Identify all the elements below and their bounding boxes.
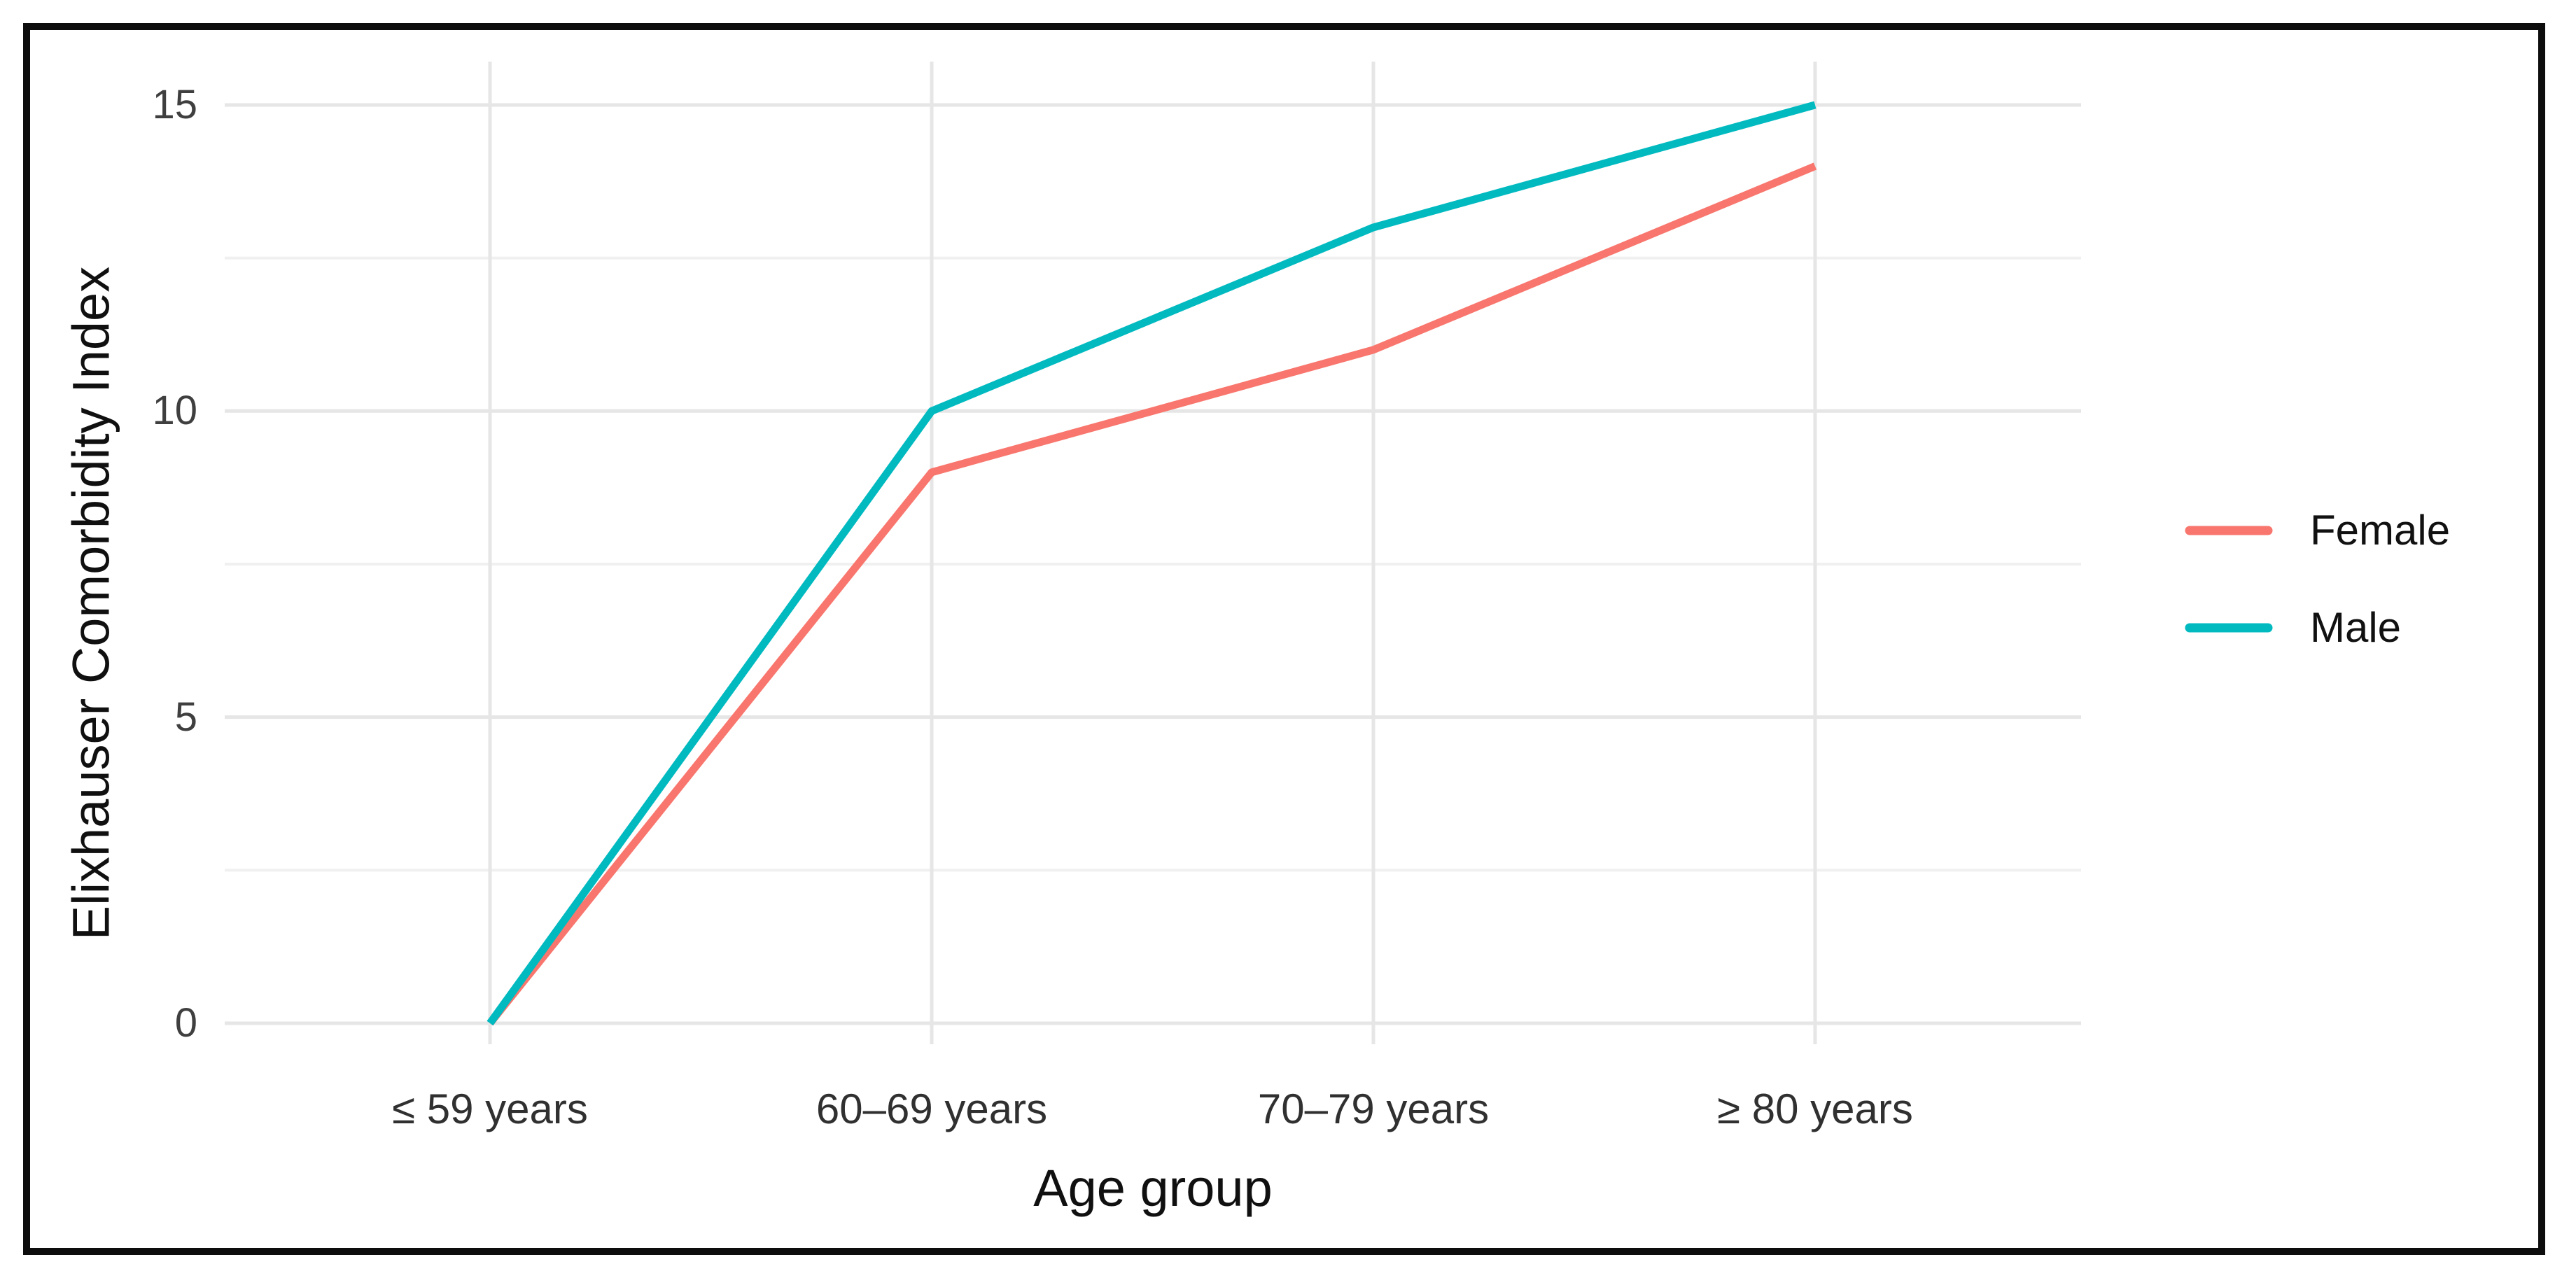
legend-label-female: Female [2310, 507, 2451, 554]
major-gridlines-layer [225, 62, 2081, 1044]
x-tick-label-1: 60–69 years [816, 1086, 1048, 1132]
series-lines-layer [486, 101, 1817, 1026]
x-axis-title: Age group [1033, 1159, 1273, 1217]
series-line-male [486, 101, 1816, 1026]
y-tick-label-15: 15 [152, 81, 197, 127]
series-line-female [486, 162, 1817, 1026]
figure-border-frame [23, 23, 2545, 1255]
legend-label-male: Male [2310, 604, 2402, 651]
y-tick-label-10: 10 [152, 388, 197, 434]
x-tick-label-3: ≥ 80 years [1717, 1086, 1913, 1132]
y-axis-title: Elixhauser Comorbidity Index [62, 266, 120, 941]
minor-gridlines-layer [225, 256, 2081, 872]
x-tick-label-2: 70–79 years [1257, 1086, 1490, 1132]
x-tick-label-0: ≤ 59 years [392, 1086, 588, 1132]
y-tick-label-0: 0 [174, 1000, 197, 1046]
y-tick-label-5: 5 [174, 694, 197, 740]
legend-swatches-layer [2185, 526, 2273, 633]
